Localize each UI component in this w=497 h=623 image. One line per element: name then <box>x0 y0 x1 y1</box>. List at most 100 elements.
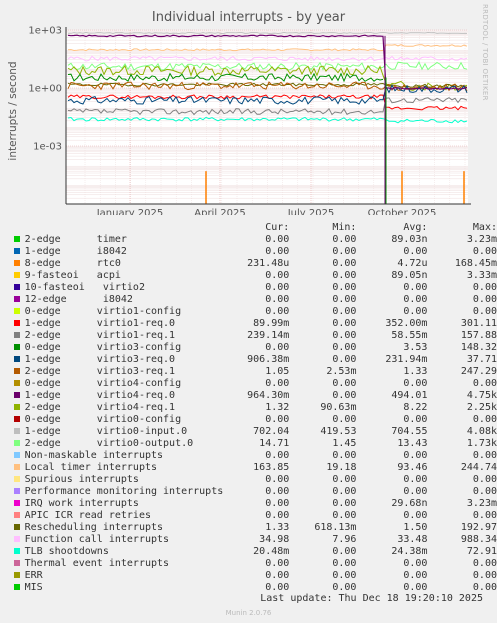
legend-max: 4.75k <box>466 390 497 401</box>
legend-row: 1-edge virtio0-input.0 702.04 419.53 704.55… <box>10 426 497 438</box>
legend-avg: 704.55 <box>391 426 428 437</box>
legend-row: ERR 0.00 0.00 0.00 0.00 <box>10 570 497 582</box>
legend-series-name: 1-edge virtio4-req.0 <box>24 390 176 401</box>
legend-swatch <box>14 308 20 314</box>
legend-swatch <box>14 416 20 422</box>
legend-series-name: 1-edge i8042 <box>24 246 127 257</box>
legend-min: 618.13m <box>314 522 357 533</box>
legend-cur: 89.99m <box>253 318 290 329</box>
x-tick-label: April 2025 <box>194 208 245 215</box>
legend-cur: 0.00 <box>265 582 290 593</box>
legend-row: 8-edge rtc0 231.48u 0.00 4.72u 168.45m <box>10 258 497 270</box>
series-line <box>67 97 468 116</box>
legend-max: 72.91 <box>466 546 497 557</box>
legend-max: 0.00 <box>472 510 497 521</box>
legend-avg: 89.03n <box>391 234 428 245</box>
legend-series-name: Local timer interrupts <box>24 462 158 473</box>
legend-table: Cur: Min: Avg: Max: 2-edge timer 0.00 0.00… <box>10 222 497 594</box>
legend-max: 244.74 <box>460 462 497 473</box>
legend-swatch <box>14 284 20 290</box>
legend-series-name: ERR <box>24 570 43 581</box>
legend-min: 0.00 <box>332 582 357 593</box>
legend-row: 1-edge virtio1-req.0 89.99m 0.00 352.00m 301… <box>10 318 497 330</box>
legend-cur: 0.00 <box>265 294 290 305</box>
legend-max: 0.00 <box>472 414 497 425</box>
legend-series-name: Function call interrupts <box>24 534 170 545</box>
legend-series-name: 2-edge virtio0-output.0 <box>24 438 194 449</box>
series-line <box>67 31 467 35</box>
series-line <box>67 94 468 111</box>
legend-series-name: 2-edge timer <box>24 234 127 245</box>
legend-min: 0.00 <box>332 474 357 485</box>
legend-min: 7.96 <box>332 534 357 545</box>
legend-series-name: 0-edge virtio0-config <box>24 414 182 425</box>
legend-avg: 58.55m <box>391 330 428 341</box>
legend-cur: 0.00 <box>265 450 290 461</box>
x-tick-label: July 2025 <box>287 208 335 215</box>
legend-max: 0.00 <box>472 486 497 497</box>
legend-swatch <box>14 548 20 554</box>
legend-max: 37.71 <box>466 354 497 365</box>
legend-min: 0.00 <box>332 318 357 329</box>
legend-avg: 29.68n <box>391 498 428 509</box>
header-max: Max: <box>472 222 497 233</box>
legend-row: 0-edge virtio4-config 0.00 0.00 0.00 0.00 <box>10 378 497 390</box>
plot-area <box>66 30 468 204</box>
legend-series-name: 0-edge virtio1-config <box>24 306 182 317</box>
legend-row: 2-edge virtio1-req.1 239.14m 0.00 58.55m 157… <box>10 330 497 342</box>
header-min: Min: <box>332 222 357 233</box>
legend-row: 12-edge i8042 0.00 0.00 0.00 0.00 <box>10 294 497 306</box>
legend-row: 1-edge virtio3-req.0 906.38m 0.00 231.94m 37… <box>10 354 497 366</box>
legend-swatch <box>14 440 20 446</box>
legend-min: 0.00 <box>332 390 357 401</box>
legend-cur: 0.00 <box>265 342 290 353</box>
legend-min: 0.00 <box>332 354 357 365</box>
legend-avg: 93.46 <box>397 462 428 473</box>
legend-row: Performance monitoring interrupts 0.00 0.0… <box>10 486 497 498</box>
legend-row: Non-maskable interrupts 0.00 0.00 0.00 0.00 <box>10 450 497 462</box>
legend-row: 0-edge virtio0-config 0.00 0.00 0.00 0.00 <box>10 414 497 426</box>
legend-swatch <box>14 236 20 242</box>
legend-swatch <box>14 380 20 386</box>
legend-avg: 0.00 <box>403 474 428 485</box>
legend-avg: 0.00 <box>403 282 428 293</box>
legend-cur: 964.30m <box>247 390 290 401</box>
legend-min: 0.00 <box>332 450 357 461</box>
legend-row: Function call interrupts 34.98 7.96 33.48 98… <box>10 534 497 546</box>
legend-min: 19.18 <box>326 462 357 473</box>
legend-max: 2.25k <box>466 402 497 413</box>
legend-max: 148.32 <box>460 342 497 353</box>
legend-max: 157.88 <box>460 330 497 341</box>
chart-plot: 1e+03 1e+00 1e-03 January 2025 April 2025 Ju… <box>28 26 471 215</box>
series-lines <box>67 31 468 204</box>
legend-max: 3.33m <box>466 270 497 281</box>
legend-series-name: MIS <box>24 582 43 593</box>
legend-avg: 0.00 <box>403 582 428 593</box>
legend-swatch <box>14 464 20 470</box>
legend-series-name: 8-edge rtc0 <box>24 258 121 269</box>
legend-avg: 0.00 <box>403 306 428 317</box>
legend-swatch <box>14 392 20 398</box>
legend-row: 1-edge virtio4-req.0 964.30m 0.00 494.01 4.7… <box>10 390 497 402</box>
legend-series-name: 1-edge virtio1-req.0 <box>24 318 176 329</box>
legend-min: 0.00 <box>332 558 357 569</box>
legend-cur: 0.00 <box>265 378 290 389</box>
legend-min: 0.00 <box>332 246 357 257</box>
legend-cur: 0.00 <box>265 270 290 281</box>
x-tick-label: January 2025 <box>96 208 164 215</box>
last-update: Last update: Thu Dec 18 19:20:10 2025 <box>260 593 483 604</box>
legend-cur: 0.00 <box>265 498 290 509</box>
legend-min: 419.53 <box>320 426 357 437</box>
legend-swatch <box>14 320 20 326</box>
legend-cur: 0.00 <box>265 306 290 317</box>
legend-series-name: 9-fasteoi acpi <box>24 270 121 281</box>
legend-series-name: 10-fasteoi virtio2 <box>24 282 145 293</box>
header-avg: Avg: <box>403 222 428 233</box>
legend-max: 3.23m <box>466 234 497 245</box>
legend-row: 2-edge timer 0.00 0.00 89.03n 3.23m <box>10 234 497 246</box>
series-line <box>67 55 468 62</box>
legend-series-name: Performance monitoring interrupts <box>24 486 224 497</box>
legend-series-name: 1-edge virtio0-input.0 <box>24 426 188 437</box>
series-line <box>67 72 384 83</box>
chart-title: Individual interrupts - by year <box>151 10 346 25</box>
